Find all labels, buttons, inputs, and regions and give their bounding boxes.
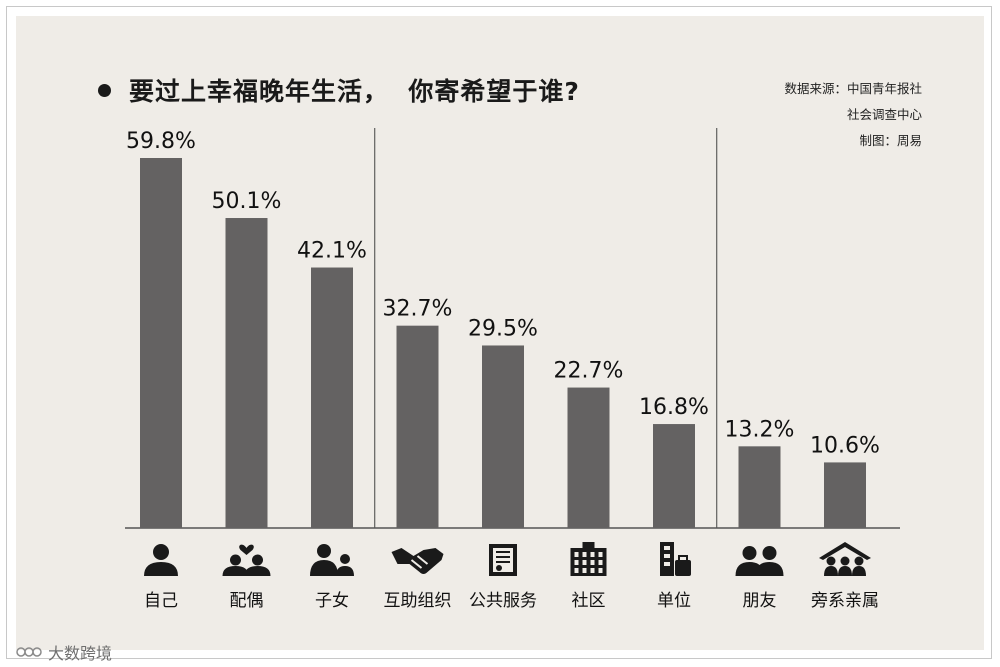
category-label: 子女 <box>315 591 349 611</box>
watermark-text: 大数跨境 <box>48 644 113 663</box>
value-label: 50.1% <box>212 189 282 214</box>
bar-1 <box>225 218 268 528</box>
source-line-3: 制图：周易 <box>859 133 922 148</box>
source-line-2: 社会调查中心 <box>846 107 922 122</box>
value-label: 13.2% <box>725 417 795 442</box>
bar-3 <box>396 325 439 528</box>
bar-6 <box>653 424 695 528</box>
source-note: 数据来源：中国青年报社 社会调查中心 制图：周易 <box>784 76 922 154</box>
category-label: 社区 <box>572 591 606 611</box>
value-label: 42.1% <box>297 239 367 264</box>
value-label: 10.6% <box>810 433 880 458</box>
office-bag-icon <box>660 542 691 576</box>
watermark-logo-icon <box>16 647 42 657</box>
family-house-icon <box>819 542 871 576</box>
person-icon <box>144 544 178 576</box>
bar-8 <box>824 462 866 528</box>
handshake-icon <box>391 548 444 574</box>
bar-2 <box>311 267 353 528</box>
buildings-icon <box>570 542 607 576</box>
parent-child-icon <box>310 544 354 576</box>
friends-icon <box>735 546 784 576</box>
value-label: 16.8% <box>639 395 709 420</box>
value-label: 32.7% <box>383 297 453 322</box>
category-label: 自己 <box>144 591 178 611</box>
couple-heart-icon <box>222 544 271 576</box>
bar-4 <box>482 345 524 528</box>
title-row: 要过上幸福晚年生活， 你寄希望于谁? <box>98 73 580 107</box>
chart-title: 要过上幸福晚年生活， 你寄希望于谁? <box>129 77 580 106</box>
bar-5 <box>567 387 610 528</box>
category-label: 公共服务 <box>469 591 537 611</box>
bar-7 <box>738 446 781 528</box>
value-label: 59.8% <box>126 129 196 154</box>
bar-0 <box>140 158 182 528</box>
image-frame <box>6 6 992 659</box>
category-label: 朋友 <box>743 591 777 611</box>
value-label: 22.7% <box>554 359 624 384</box>
category-label: 配偶 <box>230 591 264 611</box>
category-label: 单位 <box>657 591 691 611</box>
category-label: 互助组织 <box>384 591 452 611</box>
bullet-dot <box>98 83 111 97</box>
category-label: 旁系亲属 <box>811 591 879 611</box>
watermark: 大数跨境 <box>16 640 112 664</box>
value-label: 29.5% <box>468 316 538 341</box>
source-line-1: 数据来源：中国青年报社 <box>784 81 922 96</box>
document-icon <box>489 544 517 576</box>
